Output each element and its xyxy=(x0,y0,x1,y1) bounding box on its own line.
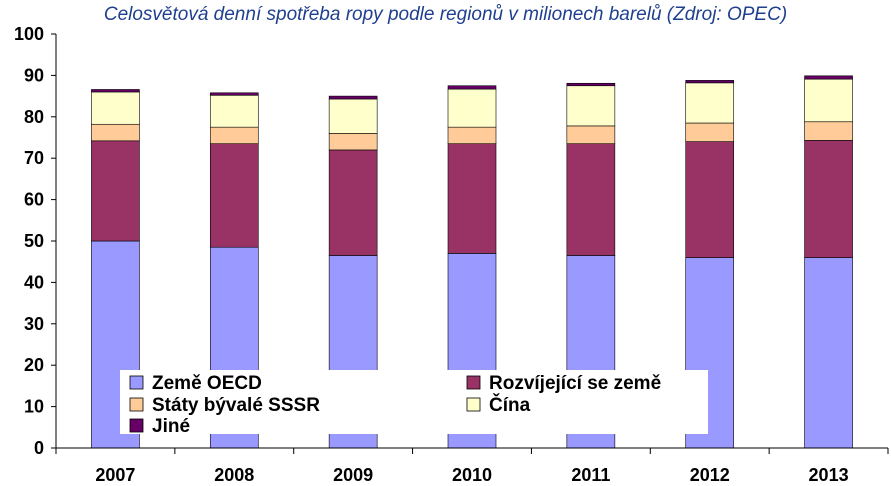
legend-swatch xyxy=(466,375,481,390)
bar-segment xyxy=(804,140,853,258)
bar-segment xyxy=(447,88,497,128)
legend-box xyxy=(120,370,708,434)
bars xyxy=(91,75,853,449)
y-tick-label: 30 xyxy=(24,314,44,334)
y-tick-label: 0 xyxy=(34,438,44,458)
y-tick-label: 80 xyxy=(24,107,44,127)
bar-segment xyxy=(804,121,853,141)
legend: Země OECD Rozvíjející se země Státy bývalé… xyxy=(120,370,708,437)
bar-segment xyxy=(804,257,853,449)
bar-segment xyxy=(328,149,378,256)
x-tick-label: 2011 xyxy=(571,465,610,485)
chart-title: Celosvětová denní spotřeba ropy podle re… xyxy=(103,4,788,25)
bar-segment xyxy=(209,92,259,96)
x-tick-label: 2008 xyxy=(214,465,254,485)
legend-label: Čína xyxy=(489,394,531,416)
bar-segment xyxy=(209,94,259,128)
bar-segment xyxy=(685,80,735,84)
legend-label: Státy bývalé SSSR xyxy=(152,395,320,416)
y-tick-label: 70 xyxy=(24,148,44,168)
y-tick-label: 100 xyxy=(14,24,44,44)
bar-segment xyxy=(328,95,378,100)
y-tick-label: 40 xyxy=(24,272,44,292)
x-axis: 2007 2008 2009 2010 2011 2012 2013 xyxy=(55,447,889,485)
bar-segment xyxy=(804,75,853,80)
legend-label: Rozvíjející se země xyxy=(489,373,661,394)
x-tick-label: 2009 xyxy=(333,465,373,485)
x-tick-label: 2010 xyxy=(452,465,492,485)
y-tick-label: 20 xyxy=(24,355,44,375)
legend-swatch xyxy=(129,375,144,390)
bar-segment xyxy=(209,126,259,145)
bar-segment xyxy=(685,122,735,142)
bar-segment xyxy=(328,133,378,151)
bar-segment xyxy=(328,98,378,134)
bar-segment xyxy=(447,126,497,145)
bar-segment xyxy=(685,141,735,258)
bar-segment xyxy=(91,91,140,125)
bar-segment xyxy=(447,85,497,90)
y-tick-label: 10 xyxy=(24,397,44,417)
legend-swatch xyxy=(129,418,144,433)
bar-segment xyxy=(91,123,140,142)
y-tick-label: 90 xyxy=(24,65,44,85)
bar-segment xyxy=(91,89,140,93)
legend-swatch xyxy=(129,397,144,412)
bar-segment xyxy=(566,85,616,127)
bar-segment xyxy=(804,78,853,123)
y-axis: 0 10 20 30 40 50 60 70 80 90 100 xyxy=(14,24,57,458)
bar-segment xyxy=(209,143,259,248)
legend-label: Jiné xyxy=(152,416,190,437)
bar-segment xyxy=(566,125,616,145)
y-tick-label: 50 xyxy=(24,231,44,251)
bar-segment xyxy=(685,82,735,124)
bar-segment xyxy=(566,143,616,256)
x-tick-label: 2012 xyxy=(690,465,730,485)
bar-segment xyxy=(447,143,497,254)
y-tick-label: 60 xyxy=(24,190,44,210)
bar-segment xyxy=(91,140,140,242)
x-tick-label: 2007 xyxy=(95,465,135,485)
legend-swatch xyxy=(466,397,481,412)
bar-segment xyxy=(566,82,616,87)
legend-label: Země OECD xyxy=(152,373,262,394)
x-tick-label: 2013 xyxy=(809,465,849,485)
